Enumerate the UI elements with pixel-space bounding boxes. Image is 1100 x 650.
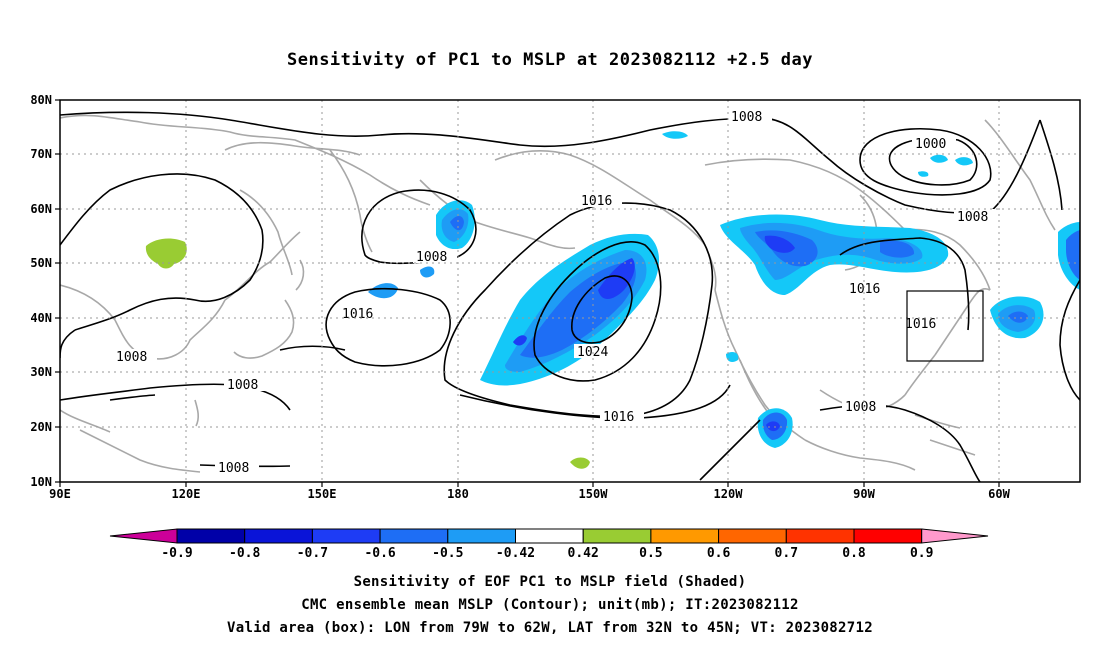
caption-shading: Sensitivity of EOF PC1 to MSLP field (Sh… <box>353 574 747 590</box>
contour-label: 1008 <box>416 250 447 265</box>
contour-label: 1008 <box>116 350 147 365</box>
colorbar-label: 0.42 <box>568 546 599 561</box>
contour-label: 1016 <box>603 410 634 425</box>
colorbar-cell <box>921 528 989 544</box>
contour-label: 1008 <box>227 378 258 393</box>
contour-label: 1008 <box>845 400 876 415</box>
colorbar-label: 0.8 <box>842 546 866 561</box>
lon-label-150e: 150E <box>308 487 337 501</box>
lon-label-120e: 120E <box>172 487 201 501</box>
colorbar-cell <box>785 528 855 544</box>
colorbar-cell <box>311 528 381 544</box>
lon-label-60w: 60W <box>988 487 1010 501</box>
latitude-labels: 80N 70N 60N 50N 40N 30N 20N 10N <box>30 93 52 489</box>
colorbar-cell <box>650 528 720 544</box>
longitude-labels: 90E 120E 150E 180 150W 120W 90W 60W <box>49 487 1010 501</box>
contour-label: 1008 <box>731 110 762 125</box>
lon-label-90w: 90W <box>853 487 875 501</box>
tick-marks <box>55 99 1000 487</box>
lat-label-80n: 80N <box>30 93 52 107</box>
lon-label-180: 180 <box>447 487 469 501</box>
colorbar-label: 0.5 <box>639 546 662 561</box>
colorbar-label: -0.42 <box>496 546 535 561</box>
colorbar-label: 0.9 <box>910 546 933 561</box>
lat-label-20n: 20N <box>30 420 52 434</box>
lat-label-40n: 40N <box>30 311 52 325</box>
colorbar-label: -0.7 <box>297 546 328 561</box>
colorbar-label: -0.5 <box>432 546 463 561</box>
contour-label: 1000 <box>915 137 946 152</box>
colorbar-label: -0.6 <box>364 546 395 561</box>
lat-label-50n: 50N <box>30 256 52 270</box>
lat-label-30n: 30N <box>30 365 52 379</box>
colorbar-label: -0.9 <box>161 546 192 561</box>
contour-label-group: 1008 1000 1008 1016 1008 1016 1024 1016 … <box>113 109 998 476</box>
caption-contour: CMC ensemble mean MSLP (Contour); unit(m… <box>301 597 799 613</box>
colorbar-cell <box>718 528 787 544</box>
colorbar-label: -0.8 <box>229 546 260 561</box>
lon-label-120w: 120W <box>714 487 744 501</box>
colorbar-cell <box>515 528 584 544</box>
contour-label: 1016 <box>342 307 373 322</box>
colorbar <box>109 528 989 544</box>
caption-valid-area: Valid area (box): LON from 79W to 62W, L… <box>227 620 873 636</box>
colorbar-cell <box>379 528 449 544</box>
colorbar-cell <box>853 528 923 544</box>
colorbar-cell <box>244 528 313 544</box>
contour-label: 1008 <box>957 210 988 225</box>
contour-label: 1016 <box>849 282 880 297</box>
colorbar-cell <box>176 528 246 544</box>
lat-label-10n: 10N <box>30 475 52 489</box>
mslp-contours <box>60 111 1080 482</box>
colorbar-labels: -0.9 -0.8 -0.7 -0.6 -0.5 -0.42 0.42 0.5 … <box>161 546 933 561</box>
lon-label-90e: 90E <box>49 487 71 501</box>
lat-label-60n: 60N <box>30 202 52 216</box>
map-border <box>59 99 1081 483</box>
sensitivity-shading <box>145 131 1080 469</box>
colorbar-label: 0.6 <box>707 546 731 561</box>
valid-area-box <box>906 290 984 362</box>
lat-label-70n: 70N <box>30 147 52 161</box>
colorbar-cell <box>109 528 178 544</box>
colorbar-cell <box>582 528 652 544</box>
colorbar-label: 0.7 <box>775 546 798 561</box>
colorbar-cell <box>447 528 516 544</box>
contour-label: 1016 <box>905 317 936 332</box>
contour-label: 1016 <box>581 194 612 209</box>
lon-label-150w: 150W <box>579 487 609 501</box>
graticule <box>60 100 1080 482</box>
chart-title: Sensitivity of PC1 to MSLP at 2023082112… <box>286 50 813 70</box>
contour-label: 1008 <box>218 461 249 476</box>
